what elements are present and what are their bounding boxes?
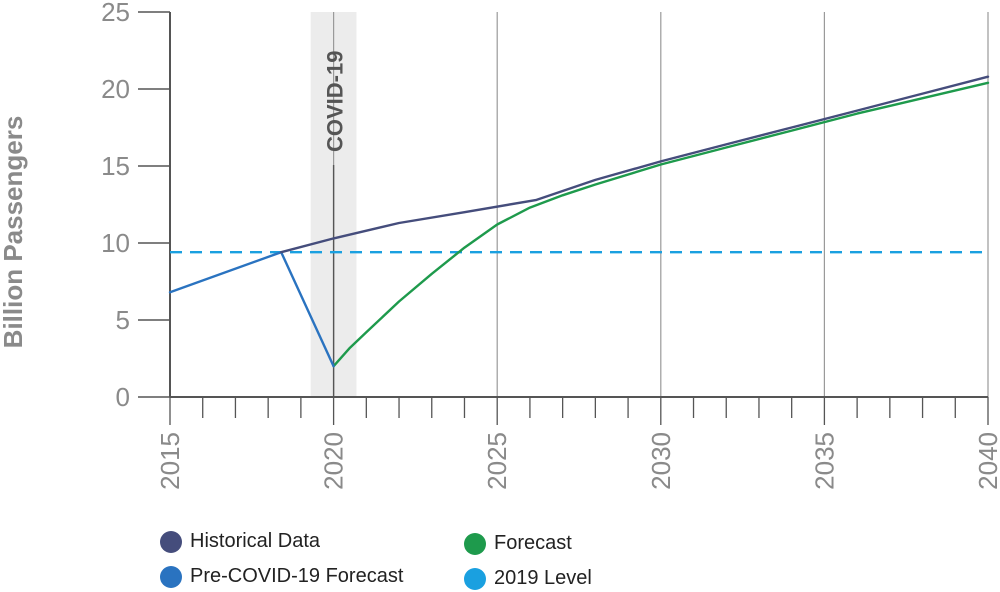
x-tick-label-2020: 2020 [319,432,349,490]
y-tick-label-10: 10 [101,228,130,258]
legend-label-pre-covid-forecast: Pre-COVID-19 Forecast [190,565,404,587]
legend-item-historical: Historical Data [160,530,320,553]
legend-swatch-pre-covid-forecast [160,565,182,588]
x-tick-label-2025: 2025 [482,432,512,490]
x-tick-label-2035: 2035 [809,432,839,490]
legend-swatch-historical [160,530,182,553]
legend-label-2019-level: 2019 Level [494,567,592,589]
legend-swatch-forecast [464,532,486,555]
series-historical-data [280,75,990,254]
legend-item-2019-level: 2019 Level [464,567,592,590]
series-forecast [332,81,990,368]
covid-annotation-label: COVID-19 [323,51,348,152]
legend-swatch-2019-level [464,567,486,590]
x-tick-label-2040: 2040 [973,432,1000,490]
y-tick-label-15: 15 [101,151,130,181]
legend-item-forecast: Forecast [464,532,572,555]
y-tick-label-5: 5 [116,305,130,335]
series-pre-covid-19-forecast [168,250,335,368]
y-tick-label-20: 20 [101,74,130,104]
legend-label-historical: Historical Data [190,530,321,552]
y-tick-label-25: 25 [101,0,130,27]
y-axis-label: Billion Passengers [0,116,28,349]
y-tick-label-0: 0 [116,382,130,412]
x-tick-label-2015: 2015 [155,432,185,490]
legend-item-pre-covid-forecast: Pre-COVID-19 Forecast [160,565,403,588]
legend: Historical Data Forecast Pre-COVID-19 Fo… [0,525,1000,592]
x-tick-label-2030: 2030 [646,432,676,490]
legend-label-forecast: Forecast [494,532,572,554]
